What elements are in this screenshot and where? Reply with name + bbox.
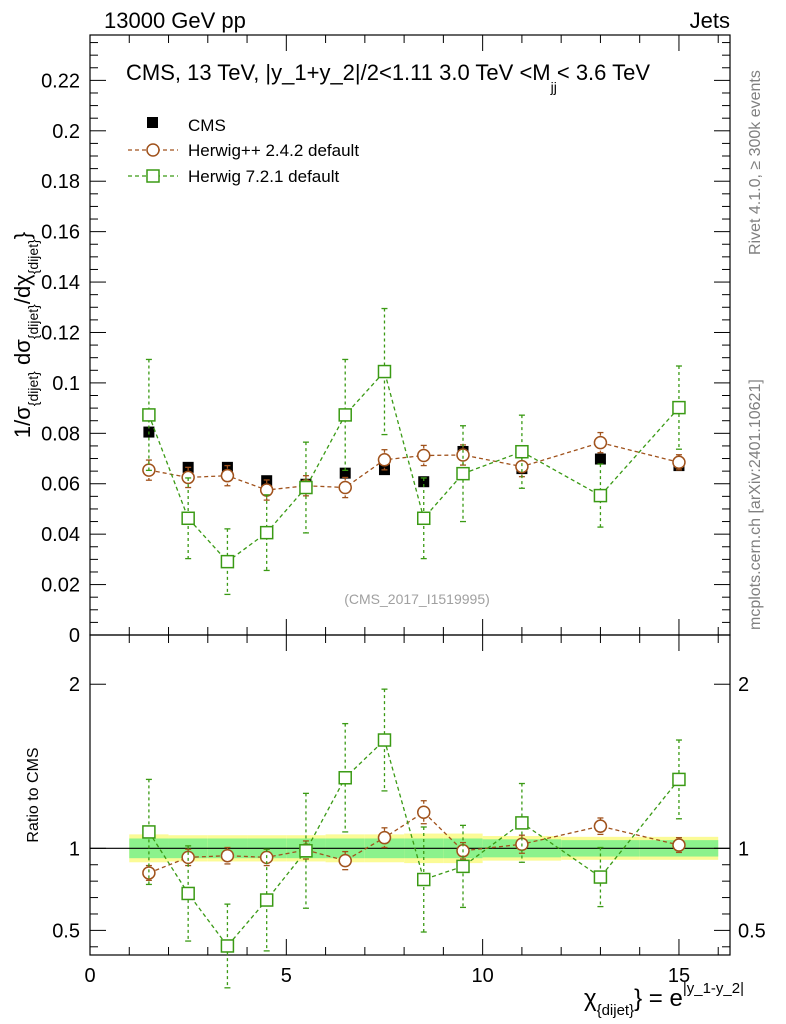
main-point-cms <box>339 467 351 479</box>
x-tick-label: 10 <box>472 965 494 987</box>
y-tick-label: 0.18 <box>41 171 80 193</box>
ratio-point-square <box>181 886 195 901</box>
main-point-square <box>338 408 352 422</box>
main-point-circle <box>672 455 686 470</box>
legend-marker-herwigpp <box>146 143 160 157</box>
legend-marker-herwig7 <box>146 169 160 183</box>
y-tick-label: 0.02 <box>41 575 80 597</box>
ratio-point-square <box>220 939 235 953</box>
header-right: Jets <box>690 8 730 33</box>
ratio-point-circle <box>416 805 431 819</box>
ratio-y-tick-label-right: 2 <box>738 674 749 696</box>
main-point-square <box>142 408 156 422</box>
ratio-y-tick-label: 2 <box>69 674 80 696</box>
ratio-y-axis-label: Ratio to CMS <box>25 747 42 842</box>
axis-ticks <box>89 35 730 955</box>
main-plot-frame <box>89 34 731 636</box>
ratio-point-circle <box>142 866 156 880</box>
ratio-line-open-circle <box>148 811 680 874</box>
main-point-square <box>456 466 470 481</box>
main-point-square <box>515 444 529 459</box>
ratio-y-tick-label: 0.5 <box>52 920 80 942</box>
y-tick-label: 0.04 <box>41 524 80 546</box>
ratio-line-open-square <box>148 738 680 948</box>
main-point-square <box>181 511 195 526</box>
main-point-circle <box>338 480 352 495</box>
ratio-point-square <box>456 859 470 874</box>
mcplots-label: mcplots.cern.ch [arXiv:2401.10621] <box>747 379 764 630</box>
ratio-point-circle <box>181 850 195 865</box>
ratio-point-square <box>416 872 431 887</box>
ratio-point-circle <box>672 838 686 852</box>
plot-title: CMS, 13 TeV, |y_1+y_2|/2<1.11 3.0 TeV <M… <box>126 60 650 95</box>
main-point-square <box>299 480 313 495</box>
y-tick-label: 0.16 <box>41 222 80 244</box>
main-point-circle <box>593 435 608 450</box>
main-point-square <box>220 554 235 569</box>
main-point-circle <box>456 448 470 462</box>
ratio-point-square <box>299 844 313 858</box>
main-point-circle <box>377 453 392 467</box>
ratio-plot-frame <box>89 634 731 956</box>
header-left: 13000 GeV pp <box>104 8 246 33</box>
main-point-cms <box>594 453 606 465</box>
series-layer <box>142 307 686 989</box>
legend-marker-cms <box>147 117 158 128</box>
main-point-circle <box>416 448 431 463</box>
ratio-y-tick-label: 1 <box>69 838 80 860</box>
legend: CMS Herwig++ 2.4.2 default Herwig 7.2.1 … <box>128 116 359 186</box>
ratio-point-circle <box>593 819 608 833</box>
legend-label-herwigpp: Herwig++ 2.4.2 default <box>188 141 359 160</box>
y-tick-label: 0.06 <box>41 474 80 496</box>
main-point-circle <box>515 459 529 474</box>
y-tick-label: 0.22 <box>41 70 80 92</box>
x-tick-label: 5 <box>281 965 292 987</box>
y-tick-label: 0.2 <box>52 121 80 143</box>
x-tick-label: 15 <box>668 965 690 987</box>
y-axis-label: 1/σ{dijet} dσ{dijet}/dχ{dijet}} <box>10 232 41 438</box>
main-point-cms <box>418 476 430 488</box>
ratio-point-square <box>142 825 156 839</box>
main-point-circle <box>220 468 235 483</box>
ratio-y-tick-label-right: 0.5 <box>738 920 766 942</box>
y-tick-label: 0.08 <box>41 423 80 445</box>
x-axis-label: χ{dijet}} = e|y_1-y_2| <box>584 980 744 1019</box>
main-point-square <box>259 525 274 540</box>
legend-label-cms: CMS <box>188 116 226 135</box>
ratio-point-square <box>515 816 529 830</box>
ratio-point-square <box>259 893 274 907</box>
tick-labels: 0 5 10 15 0 0.02 0.04 0.06 0.08 0.1 0.12 0.14 0.16 0.… <box>41 70 766 987</box>
main-point-square <box>593 488 608 503</box>
x-tick-label: 0 <box>84 965 95 987</box>
ratio-point-square <box>672 772 686 787</box>
main-point-square <box>377 364 392 379</box>
main-line-open-square <box>148 370 680 563</box>
ratio-y-tick-label-right: 1 <box>738 838 749 860</box>
ratio-point-square <box>377 733 392 747</box>
ratio-point-circle <box>338 853 352 868</box>
ratio-point-circle <box>377 830 392 845</box>
rivet-label: Rivet 4.1.0, ≥ 300k events <box>747 70 764 255</box>
legend-label-herwig7: Herwig 7.2.1 default <box>188 167 339 186</box>
analysis-watermark: (CMS_2017_I1519995) <box>344 591 490 607</box>
ratio-point-square <box>338 771 352 785</box>
main-point-square <box>672 400 686 415</box>
ratio-point-square <box>593 870 608 884</box>
y-tick-label: 0.1 <box>52 373 80 395</box>
ratio-point-circle <box>220 848 235 863</box>
y-tick-label: 0.12 <box>41 322 80 344</box>
y-tick-label: 0 <box>69 625 80 647</box>
y-tick-label: 0.14 <box>41 272 80 294</box>
main-point-square <box>416 511 431 526</box>
